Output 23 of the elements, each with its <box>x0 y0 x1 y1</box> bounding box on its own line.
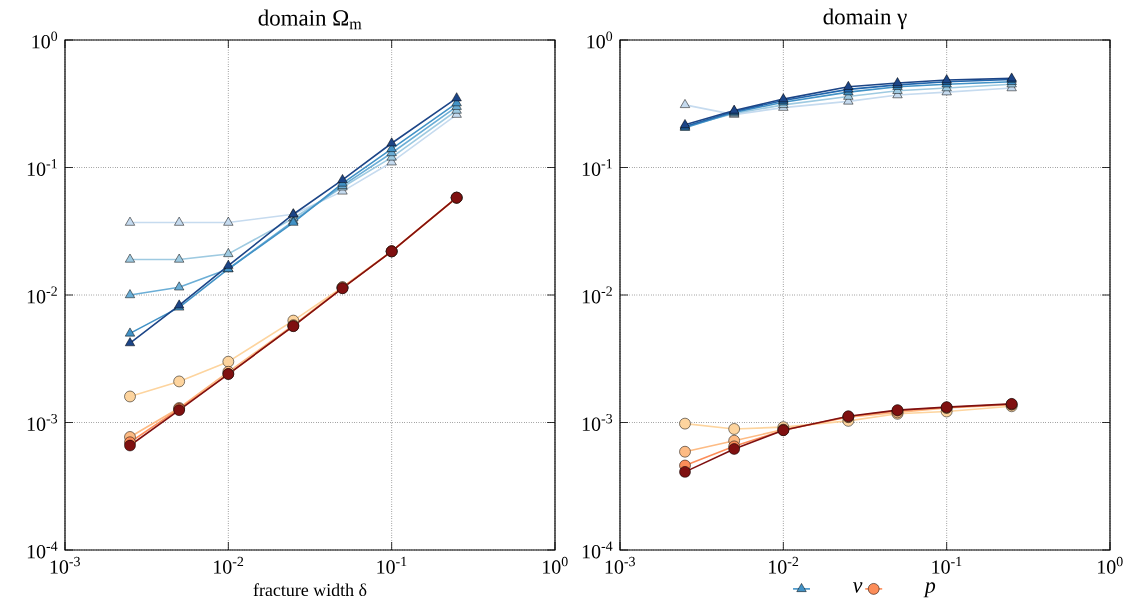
chart-title: domain γ <box>823 8 907 30</box>
x-tick-label: 10$^{-2}$ <box>214 556 244 574</box>
y-tick-label: 10$^{-4}$ <box>27 541 58 559</box>
x-tick-label: 10$^{-1}$ <box>932 556 962 574</box>
x-tick-label: 10$^{0}$ <box>1098 556 1123 574</box>
y-tick-label: 10$^{-1}$ <box>582 159 612 176</box>
x-tick-label: 10$^{-3}$ <box>50 556 80 574</box>
legend-label: p <box>923 582 936 598</box>
y-tick-label: 10$^{0}$ <box>32 31 58 49</box>
y-tick-label: 10$^{-2}$ <box>582 286 612 304</box>
chart-title: domain Ω$_{m}$ <box>258 9 362 30</box>
y-tick-label: 10$^{-3}$ <box>27 414 58 431</box>
y-tick-label: 10$^{-1}$ <box>27 159 57 176</box>
y-tick-label: 10$^{-4}$ <box>582 541 613 559</box>
y-tick-label: 10$^{-3}$ <box>582 414 613 431</box>
y-tick-label: 10$^{-2}$ <box>27 286 57 304</box>
legend-label: v <box>852 582 863 593</box>
y-tick-label: 10$^{0}$ <box>587 31 613 49</box>
x-tick-label: 10$^{-1}$ <box>377 556 407 574</box>
x-tick-label: 10$^{0}$ <box>543 556 568 574</box>
x-axis-title: fracture width δ <box>253 583 367 597</box>
x-tick-label: 10$^{-3}$ <box>605 556 635 574</box>
x-tick-label: 10$^{-2}$ <box>769 556 799 574</box>
